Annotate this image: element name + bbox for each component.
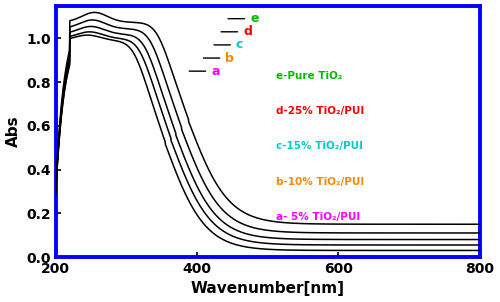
Text: d-25% TiO₂/PUI: d-25% TiO₂/PUI [276, 106, 364, 116]
Text: a- 5% TiO₂/PUI: a- 5% TiO₂/PUI [276, 212, 360, 222]
Text: b: b [204, 52, 234, 65]
Text: c-15% TiO₂/PUI: c-15% TiO₂/PUI [276, 141, 364, 151]
Text: a: a [189, 65, 220, 78]
Text: c: c [214, 38, 244, 51]
Y-axis label: Abs: Abs [6, 115, 20, 147]
Text: d: d [221, 25, 252, 38]
Text: b-10% TiO₂/PUI: b-10% TiO₂/PUI [276, 177, 364, 187]
Text: e-Pure TiO₂: e-Pure TiO₂ [276, 71, 342, 81]
Text: e: e [228, 12, 258, 25]
X-axis label: Wavenumber[nm]: Wavenumber[nm] [191, 281, 345, 297]
